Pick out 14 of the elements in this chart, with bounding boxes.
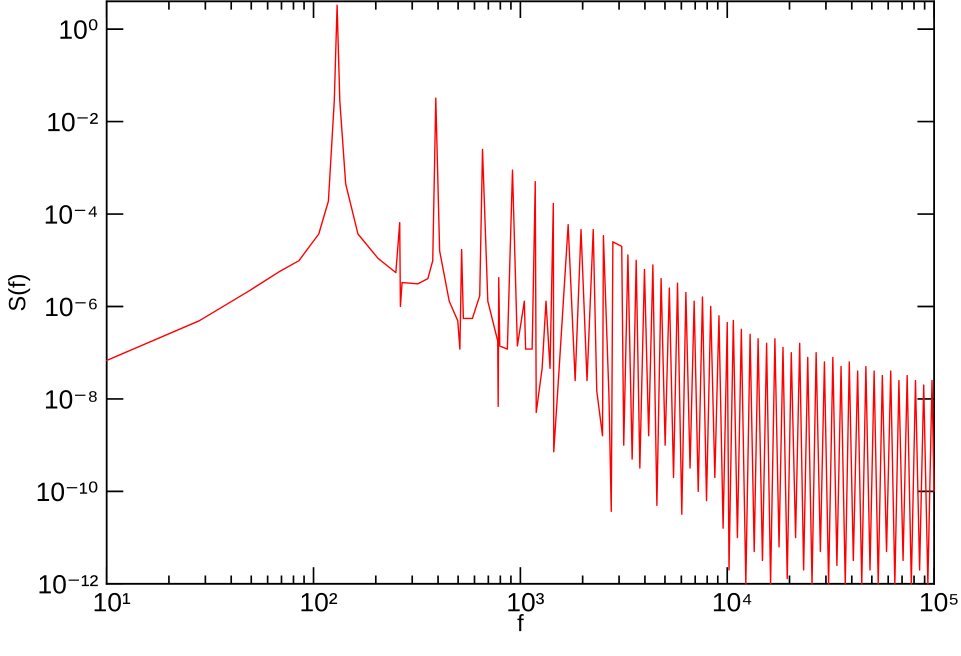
x-tick-label: 10⁵ bbox=[920, 592, 958, 612]
y-tick-label: 10⁻⁴ bbox=[46, 205, 98, 224]
y-tick-label: 10⁻¹² bbox=[40, 574, 98, 594]
x-axis-title: f bbox=[517, 614, 524, 632]
y-axis-title: S(f) bbox=[8, 275, 30, 311]
y-tick-label: 10⁻⁶ bbox=[46, 298, 97, 316]
y-tick-label: 10⁻² bbox=[48, 112, 98, 132]
y-tick-label: 10⁻¹⁰ bbox=[38, 481, 98, 502]
x-tick-label: 10³ bbox=[508, 592, 544, 612]
y-tick-label: 10⁰ bbox=[60, 19, 98, 39]
x-tick-label: 10¹ bbox=[94, 592, 130, 612]
x-tick-label: 10⁴ bbox=[714, 592, 752, 612]
x-tick-label: 10² bbox=[301, 592, 338, 612]
y-tick-label: 10⁻⁸ bbox=[46, 390, 97, 409]
